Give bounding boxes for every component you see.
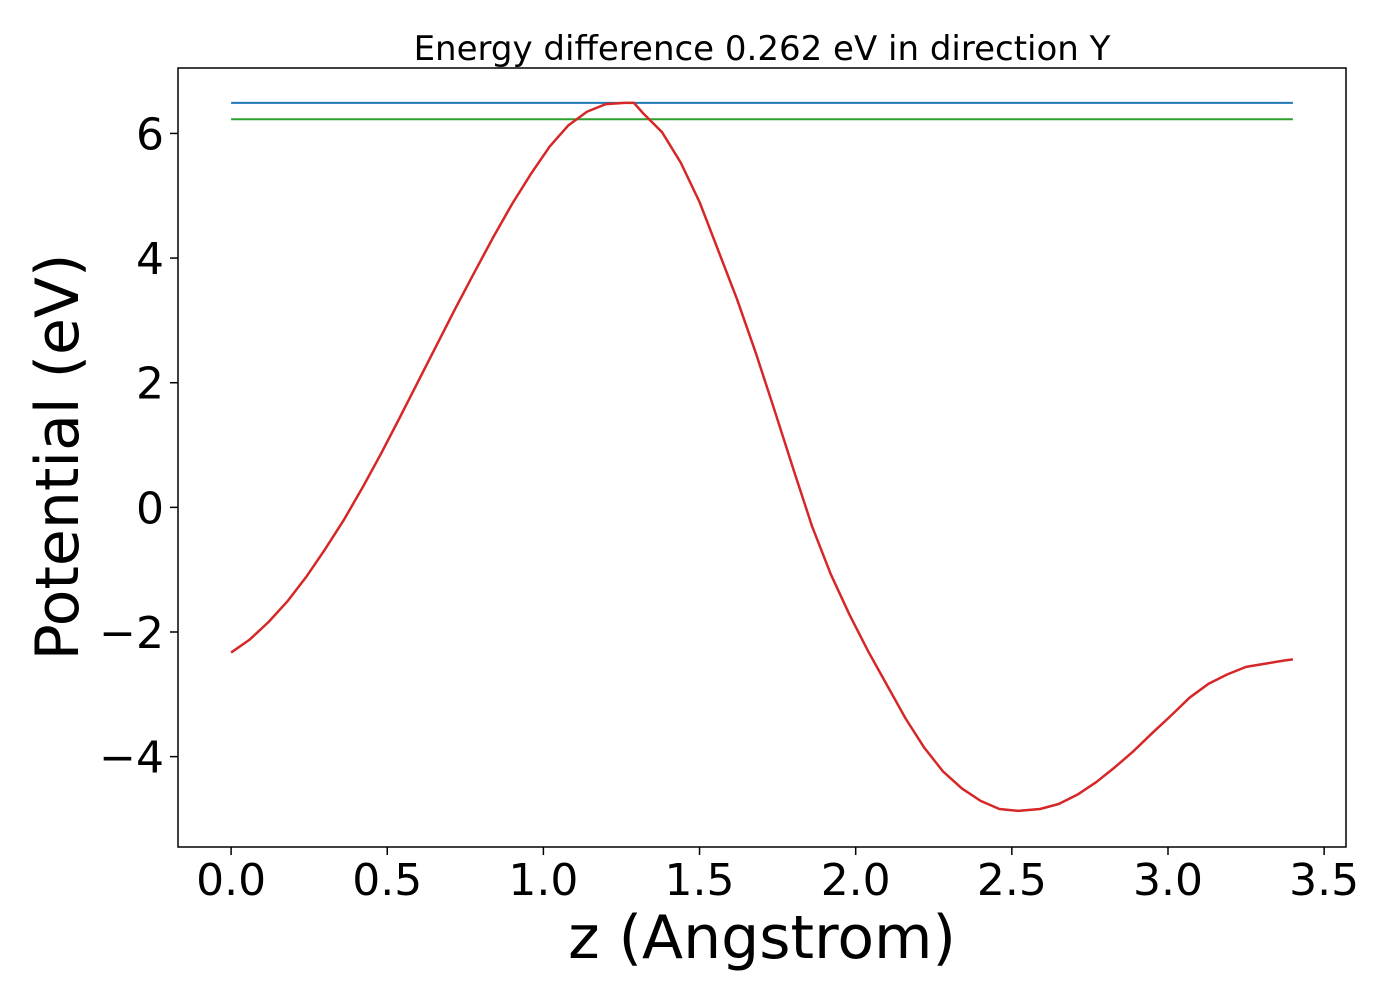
x-tick-label: 0.0 bbox=[196, 855, 266, 906]
y-tick-label: −2 bbox=[99, 608, 164, 659]
x-tick-label: 2.0 bbox=[821, 855, 891, 906]
chart-title: Energy difference 0.262 eV in direction … bbox=[414, 29, 1111, 69]
y-tick-label: 0 bbox=[136, 483, 164, 534]
x-tick-label: 2.5 bbox=[977, 855, 1047, 906]
x-tick-label: 1.5 bbox=[665, 855, 735, 906]
x-tick-label: 0.5 bbox=[352, 855, 422, 906]
y-axis-label: Potential (eV) bbox=[23, 254, 93, 661]
potential-curve-line bbox=[230, 101, 1294, 813]
x-tick-label: 3.5 bbox=[1289, 855, 1359, 906]
y-tick-label: 2 bbox=[136, 359, 164, 410]
y-axis-ticks: −4 −2 0 2 4 6 bbox=[99, 109, 178, 784]
x-tick-label: 3.0 bbox=[1133, 855, 1203, 906]
x-axis-ticks: 0.0 0.5 1.0 1.5 2.0 2.5 3.0 3.5 bbox=[196, 847, 1359, 906]
plot-frame bbox=[177, 67, 1347, 848]
x-axis-label: z (Angstrom) bbox=[568, 903, 956, 973]
x-tick-label: 1.0 bbox=[508, 855, 578, 906]
series-layer bbox=[230, 101, 1294, 813]
y-tick-label: −4 bbox=[99, 733, 164, 784]
y-tick-label: 4 bbox=[136, 234, 164, 285]
y-tick-label: 6 bbox=[136, 109, 164, 160]
